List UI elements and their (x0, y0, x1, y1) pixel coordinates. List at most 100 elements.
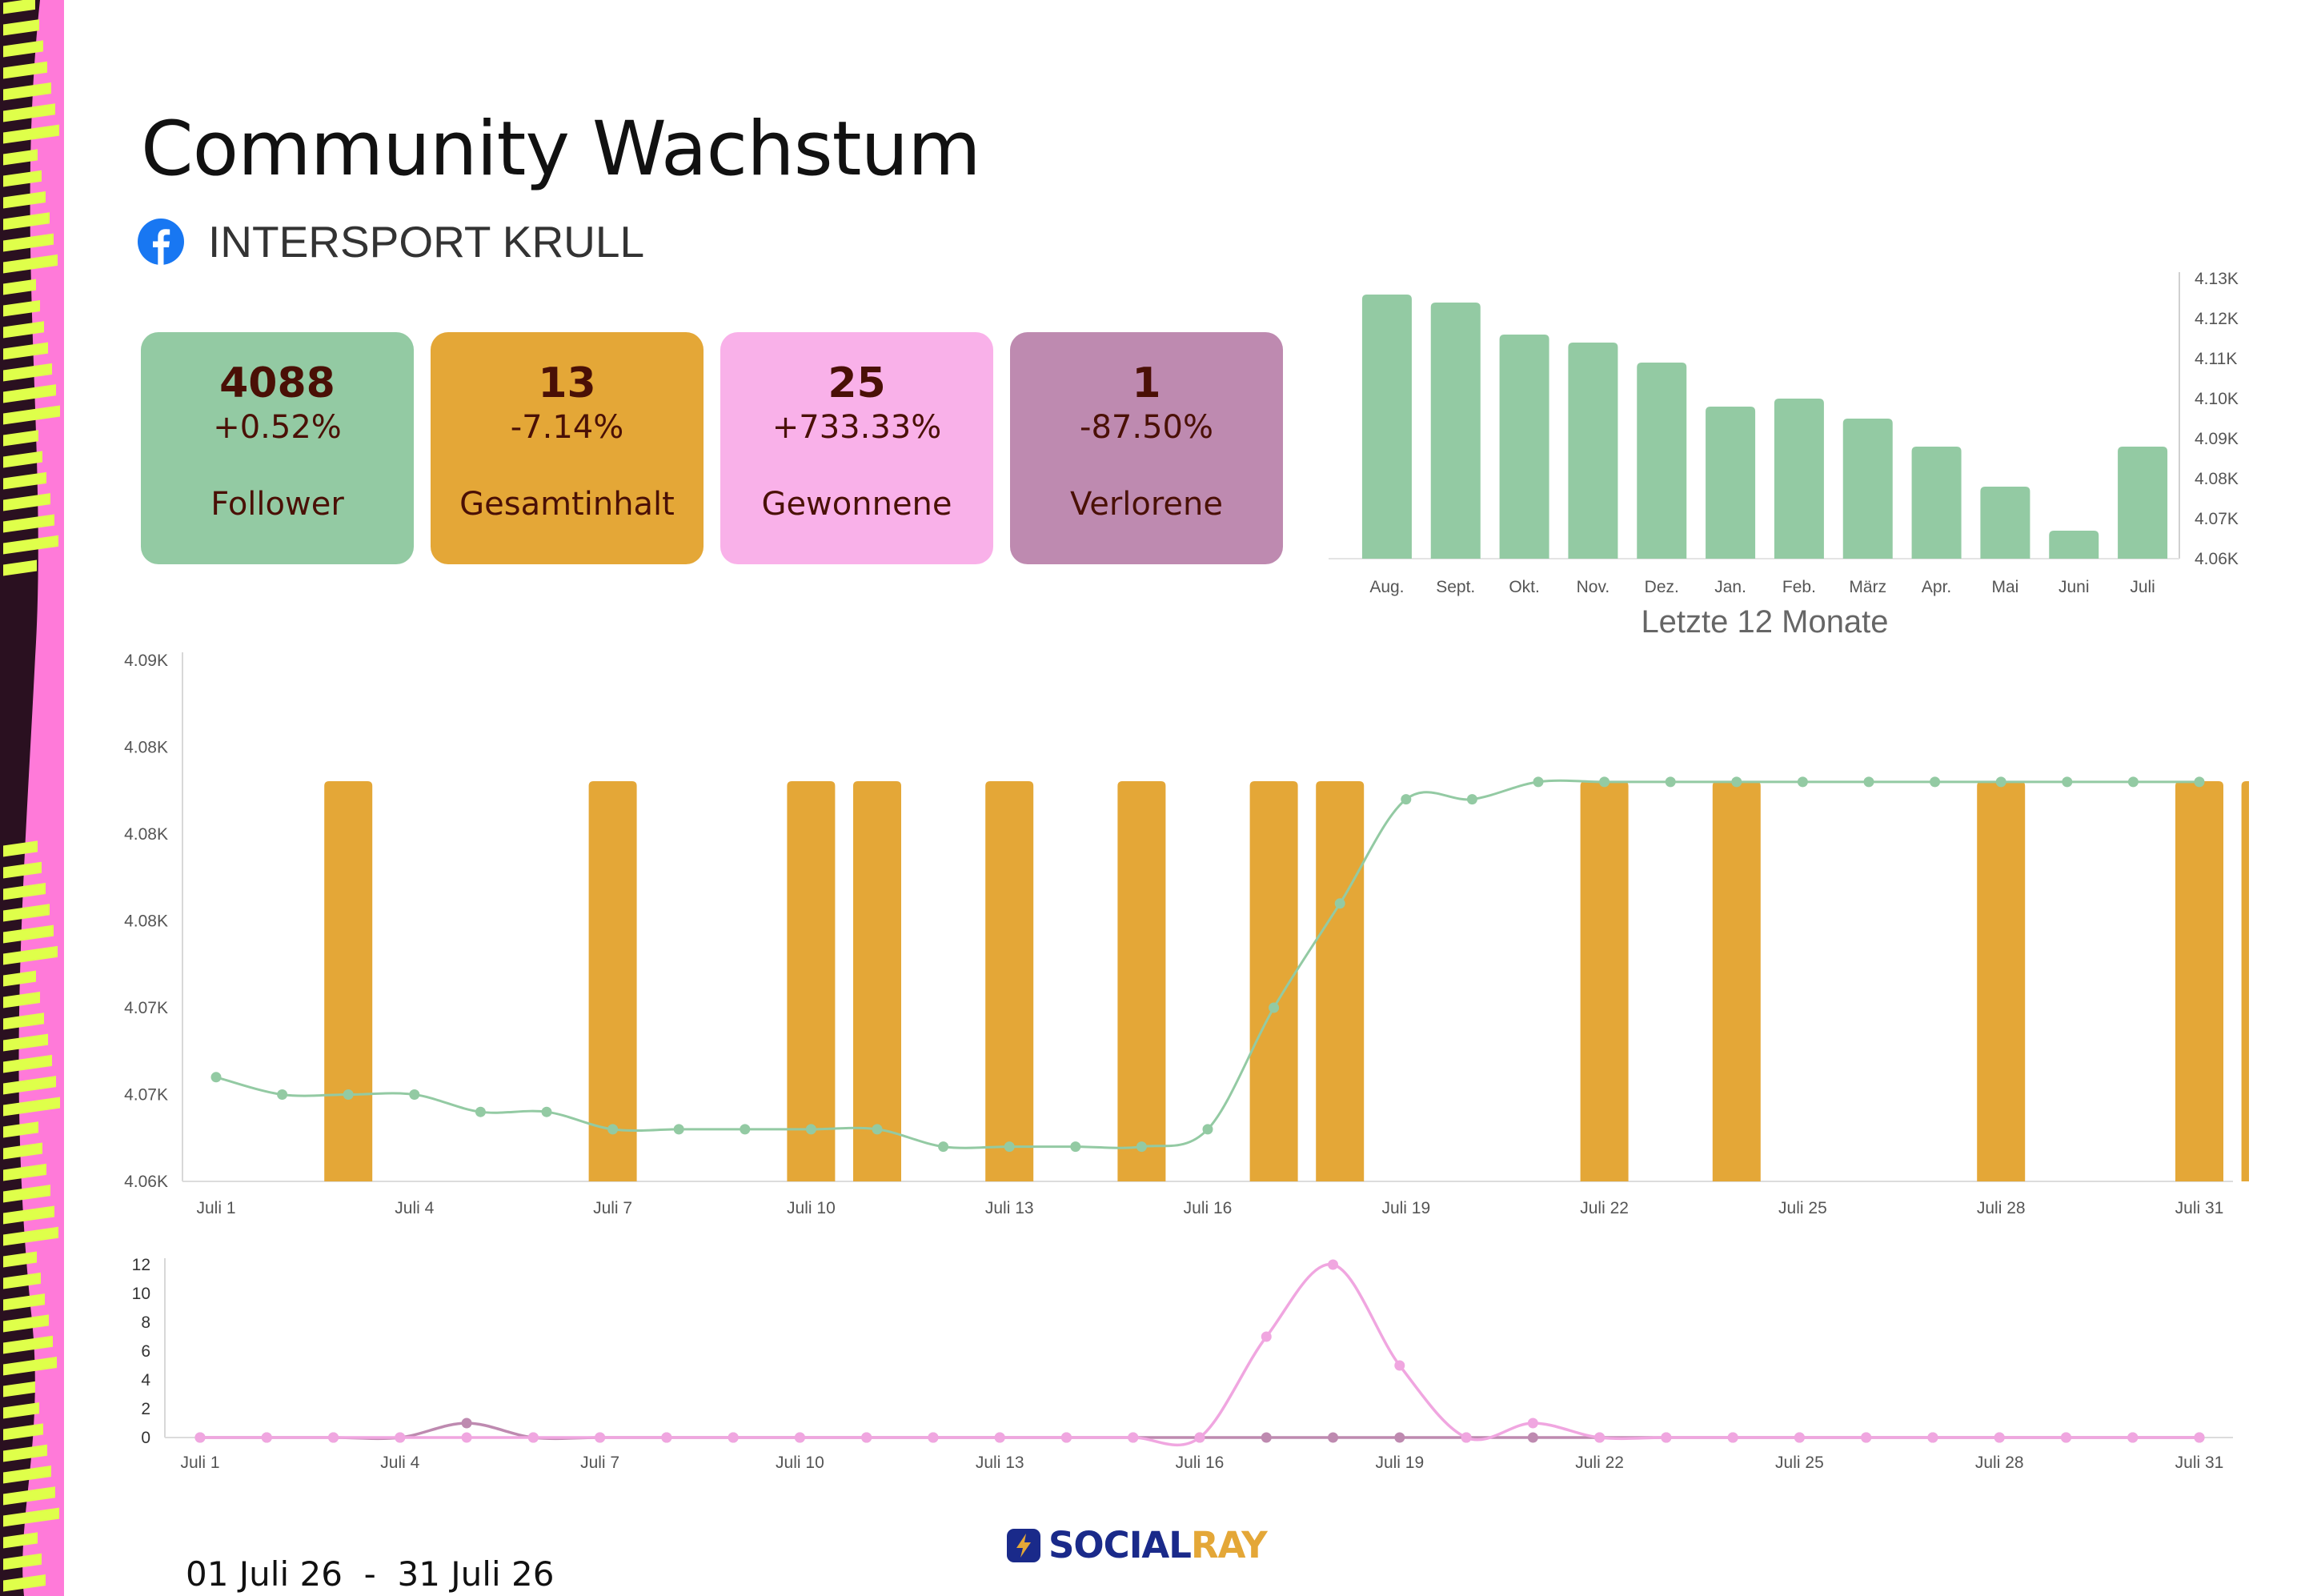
content-bar (1712, 781, 1761, 1181)
month-bar (1568, 343, 1618, 559)
x-tick-label: Nov. (1577, 578, 1610, 596)
logo-wordmark: SOCIALRAY (1048, 1524, 1268, 1566)
lime-dash (3, 904, 50, 922)
gained-point (661, 1432, 672, 1443)
lime-dash (3, 212, 50, 231)
lime-dash (3, 299, 40, 317)
lime-dash (3, 254, 58, 274)
lime-dash (3, 1226, 58, 1246)
lime-dash (3, 1205, 54, 1225)
gained-point (794, 1432, 805, 1443)
follower-point (1731, 776, 1742, 788)
account-header: INTERSPORT KRULL (138, 216, 644, 267)
content-bar (1977, 781, 2026, 1181)
card-gained: 25 +733.33% Gewonnene (720, 332, 993, 564)
x-tick-label: Juli 16 (1184, 1199, 1233, 1217)
x-tick-label: März (1849, 578, 1886, 596)
gained-point (1661, 1432, 1672, 1443)
x-tick-label: Juli 31 (2175, 1454, 2224, 1472)
lime-dash (3, 149, 38, 166)
card-total-content: 13 -7.14% Gesamtinhalt (431, 332, 704, 564)
lime-dash (3, 1486, 55, 1506)
x-tick-label: Juli 4 (395, 1199, 434, 1217)
x-tick-label: Juli 28 (1975, 1454, 2024, 1472)
follower-point (938, 1141, 949, 1153)
x-tick-label: Juli 28 (1977, 1199, 2026, 1217)
x-tick-label: Juli 13 (976, 1454, 1024, 1472)
lime-dash (3, 233, 54, 252)
follower-point (1797, 776, 1808, 788)
content-bar (1316, 781, 1365, 1181)
lime-dash (3, 1381, 35, 1398)
month-bar (1499, 335, 1549, 559)
lime-dash (3, 0, 35, 14)
total-content-value: 13 (538, 359, 596, 407)
gained-point (1261, 1331, 1272, 1342)
follower-point (872, 1124, 883, 1135)
lime-dash (3, 1054, 52, 1073)
gained-point (1394, 1360, 1405, 1371)
follower-point (1930, 776, 1941, 788)
x-tick-label: Juli 7 (593, 1199, 632, 1217)
total-content-label: Gesamtinhalt (459, 486, 675, 523)
lost-point (1394, 1432, 1405, 1443)
gained-point (994, 1432, 1005, 1443)
y-tick-label: 4.07K (124, 999, 168, 1017)
lime-dash (3, 1033, 48, 1052)
follower-point (740, 1124, 751, 1135)
lime-dash (3, 430, 38, 447)
content-bar (588, 781, 637, 1181)
gained-point (2127, 1432, 2139, 1443)
lost-value: 1 (1132, 359, 1161, 407)
x-tick-label: Juli 25 (1775, 1454, 1824, 1472)
y-tick-label: 4.07K (2195, 510, 2239, 528)
card-follower: 4088 +0.52% Follower (141, 332, 414, 564)
lime-dash (3, 514, 54, 533)
account-name: INTERSPORT KRULL (208, 217, 645, 267)
gained-point (194, 1432, 206, 1443)
lime-dash (3, 1553, 42, 1570)
lime-dash (3, 1293, 45, 1311)
lime-dash (3, 363, 52, 382)
lost-point (1261, 1432, 1272, 1443)
y-tick-label: 2 (141, 1400, 150, 1418)
x-tick-label: Feb. (1782, 578, 1816, 596)
month-bar (1774, 399, 1824, 559)
y-tick-label: 4.06K (124, 1173, 168, 1191)
follower-point (1995, 776, 2006, 788)
lime-dash (3, 991, 40, 1009)
follower-point (1004, 1141, 1015, 1153)
follower-point (541, 1106, 552, 1117)
x-tick-label: Juli 7 (580, 1454, 619, 1472)
month-bar (1706, 407, 1756, 559)
lime-dash (3, 535, 58, 555)
content-bar (324, 781, 373, 1181)
follower-point (2127, 776, 2139, 788)
lime-dash (3, 1251, 37, 1268)
follower-point (277, 1089, 288, 1100)
x-tick-label: Juli 16 (1176, 1454, 1225, 1472)
follower-point (1599, 776, 1610, 788)
gained-point (928, 1432, 939, 1443)
content-bar (2241, 781, 2249, 1181)
month-bar (1980, 487, 2030, 559)
gained-point (261, 1432, 272, 1443)
x-tick-label: Juli 19 (1375, 1454, 1424, 1472)
gained-point (1060, 1432, 1072, 1443)
page-title: Community Wachstum (141, 106, 981, 193)
lime-dash (3, 40, 43, 58)
lightning-bolt-icon (1007, 1528, 1040, 1562)
lime-dashes (3, 0, 60, 1592)
lime-dash (3, 61, 47, 79)
content-bar (787, 781, 836, 1181)
daily-followers-content-chart: 4.06K 4.07K 4.07K 4.08K 4.08K 4.08K 4.09K Juli … (124, 652, 2249, 1217)
lime-dash (3, 405, 60, 425)
content-bar (1117, 781, 1166, 1181)
x-tick-label: Juli 10 (776, 1454, 824, 1472)
lime-dash (3, 82, 51, 101)
x-tick-label: Juli 25 (1778, 1199, 1827, 1217)
lost-point (1527, 1432, 1538, 1443)
lime-dash (3, 1163, 46, 1181)
follower-point (2194, 776, 2205, 788)
lime-dash (3, 1097, 60, 1117)
